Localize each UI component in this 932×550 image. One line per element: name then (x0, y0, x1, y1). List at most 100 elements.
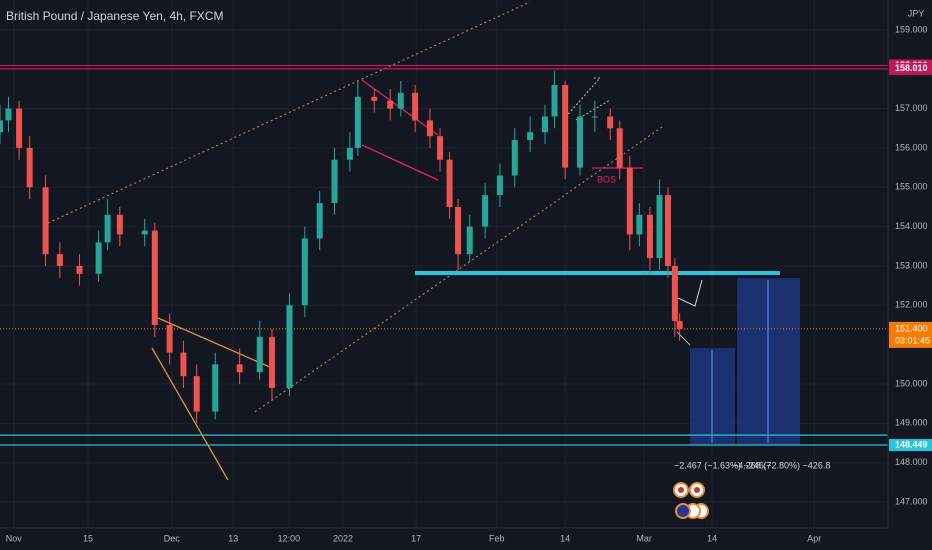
x-tick-label: 12:00 (278, 533, 301, 543)
event-icons (673, 482, 709, 519)
candle-body (455, 206, 462, 255)
candle-body (151, 230, 158, 325)
y-tick-label: 156.000 (895, 142, 928, 152)
candle-body (562, 84, 569, 168)
x-tick-label: Nov (6, 533, 23, 543)
candle-body (676, 321, 683, 329)
event-icon (675, 503, 691, 519)
candle-body (646, 214, 653, 259)
x-tick-label: 14 (560, 533, 570, 543)
arrow (677, 279, 703, 307)
candle-body (636, 214, 643, 235)
candle-body (541, 116, 548, 133)
y-tick-label: 155.000 (895, 182, 928, 192)
event-icon (694, 487, 700, 493)
candle-body (591, 116, 598, 118)
candle-body (527, 132, 534, 141)
bos-label: BOS (597, 174, 616, 184)
candles (0, 71, 683, 424)
candle-body (0, 120, 3, 133)
grid (0, 0, 888, 528)
candle-body (346, 147, 353, 160)
x-tick-label: 15 (83, 533, 93, 543)
candle-body (354, 96, 361, 148)
candle-body (397, 92, 404, 109)
candle-body (626, 167, 633, 235)
x-tick-label: 13 (228, 533, 238, 543)
candle-body (193, 376, 200, 412)
candle-body (166, 324, 173, 353)
candle-body (664, 195, 671, 266)
arrow (575, 99, 611, 121)
countdown: 03:01:45 (895, 335, 930, 345)
y-tick-label: 154.000 (895, 221, 928, 231)
x-tick-label: 14 (707, 533, 717, 543)
y-tick-label: 149.000 (895, 418, 928, 428)
candle-body (256, 336, 263, 373)
candle-body (576, 116, 583, 168)
candle-body (16, 108, 23, 148)
price-axis (888, 0, 932, 550)
candle-body (76, 265, 83, 274)
axis-labels: 147.000 148.000 149.000 150.000 152.000 153.0… (6, 24, 932, 543)
candle-body (671, 265, 678, 322)
y-tick-label: 148.000 (895, 457, 928, 467)
level-label: 148.449 (895, 439, 928, 449)
candle-body (446, 159, 453, 207)
candle-body (286, 305, 293, 388)
candle-body (95, 242, 102, 274)
currency: JPY (908, 8, 925, 18)
arrow (562, 77, 602, 121)
candle-body (42, 187, 49, 255)
candle-body (212, 364, 219, 412)
x-tick-label: Mar (636, 533, 652, 543)
level-label: 158.010 (895, 63, 928, 73)
y-tick-label: 157.000 (895, 103, 928, 113)
candle-body (104, 214, 111, 243)
y-tick-label: 150.000 (895, 378, 928, 388)
x-tick-label: Feb (489, 533, 505, 543)
candle-body (56, 254, 63, 266)
candle-body (466, 226, 473, 255)
y-tick-label: 153.000 (895, 260, 928, 270)
drawings (47, 1, 800, 519)
candle-body (426, 120, 433, 137)
candle-body (656, 195, 663, 259)
chart-title: British Pound / Japanese Yen, 4h, FXCM (6, 9, 223, 23)
y-tick-label: 159.000 (895, 24, 928, 34)
y-tick-label: 147.000 (895, 496, 928, 506)
triangle-line (157, 317, 273, 369)
triangle-line (151, 347, 229, 481)
candle-body (437, 136, 444, 160)
candle-body (371, 96, 378, 101)
x-tick-label: Apr (807, 533, 821, 543)
candle-body (316, 203, 323, 239)
candle-body (5, 108, 12, 121)
position-label: −4.268 (−2.80%) −426.8 (733, 460, 830, 470)
candle-body (387, 100, 394, 109)
candle-body (482, 195, 489, 227)
candle-body (26, 147, 33, 188)
candle-body (551, 84, 558, 117)
y-tick-label: 152.000 (895, 300, 928, 310)
candle-body (116, 214, 123, 235)
level-tag (889, 62, 932, 75)
candle-body (141, 230, 148, 235)
channel-line (47, 1, 531, 224)
position-label: −2.467 (−1.63%) −246.7 (674, 460, 771, 470)
x-tick-label: 17 (411, 533, 421, 543)
candle-body (511, 140, 518, 176)
candle-body (607, 116, 614, 129)
candle-body (331, 159, 338, 204)
candle-body (268, 336, 275, 388)
candle-body (616, 128, 623, 168)
last-price-label: 151.400 (895, 323, 928, 333)
x-tick-label: 2022 (333, 533, 353, 543)
level-tag (889, 439, 932, 452)
flag-line (361, 144, 439, 181)
event-icon (678, 487, 684, 493)
x-tick-label: Dec (164, 533, 181, 543)
levels (0, 64, 888, 446)
last-price-tag (889, 321, 932, 348)
